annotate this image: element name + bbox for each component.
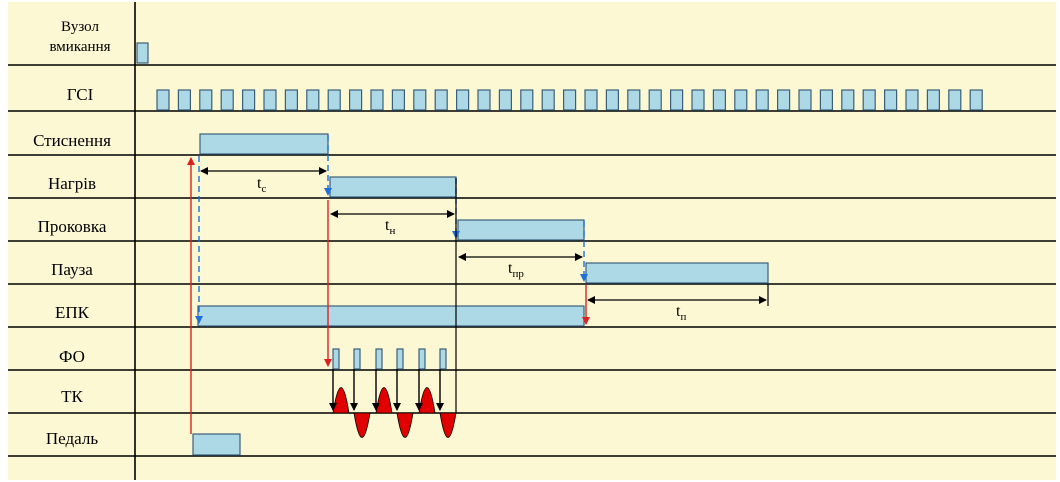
label-gsi: ГСІ <box>67 85 94 104</box>
gsi-pulse <box>434 89 448 111</box>
red-trigger-arrows <box>187 157 590 434</box>
gsi-pulse <box>242 89 256 111</box>
gsi-pulse <box>883 89 898 111</box>
gsi-pulse <box>691 89 705 111</box>
fo-pulse <box>332 348 340 370</box>
label-pedal: Педаль <box>46 429 98 448</box>
gsi-pulse <box>177 89 191 111</box>
interval-label-tpr-sub: пр <box>512 268 524 280</box>
gsi-pulse <box>798 89 812 111</box>
gsi-pulse <box>776 89 791 111</box>
fo-pulse <box>418 348 426 370</box>
tk-wave-positive <box>375 387 393 414</box>
tk-wave-negative <box>396 412 414 438</box>
interval-label-tp: tп <box>676 303 686 323</box>
pulse-epk <box>197 305 585 327</box>
label-stysnennia: Стиснення <box>33 131 111 150</box>
gsi-pulse <box>477 89 491 111</box>
interval-label-tn-sub: н <box>389 225 395 237</box>
fo-pulse <box>375 348 383 370</box>
gsi-pulse <box>456 89 470 111</box>
interval-label-tp-sub: п <box>680 311 686 323</box>
gsi-pulse <box>541 89 555 111</box>
interval-label-tc-sub: с <box>261 183 266 195</box>
tk-current-waves <box>332 387 457 438</box>
interval-label-tc: tс <box>257 175 266 195</box>
gsi-pulse <box>156 89 170 111</box>
label-vuzol-line2: вмикання <box>49 39 110 55</box>
gsi-pulse <box>755 89 769 111</box>
pulse-pedal <box>192 433 241 456</box>
signal-labels: Вузол вмикання ГСІ Стиснення Нагрів Прок… <box>33 19 111 448</box>
gsi-pulse <box>199 89 213 111</box>
tk-wave-negative <box>439 412 457 438</box>
gsi-pulse <box>605 89 620 111</box>
gsi-pulse <box>391 89 405 111</box>
label-nahriv: Нагрів <box>48 174 96 193</box>
gsi-pulse <box>562 89 577 111</box>
gsi-pulse <box>969 89 983 111</box>
gsi-pulse <box>349 89 363 111</box>
label-tk: ТК <box>61 387 83 406</box>
gsi-pulse <box>734 89 748 111</box>
gsi-pulse-train <box>156 89 983 111</box>
interval-label-tpr-main: t <box>508 260 513 277</box>
pulse-stysnennia <box>199 133 329 155</box>
gsi-pulse <box>819 89 834 111</box>
gsi-pulse <box>862 89 876 111</box>
gsi-pulse <box>520 89 534 111</box>
interval-label-tp-main: t <box>676 303 681 320</box>
tk-wave-negative <box>353 412 371 438</box>
label-vuzol-line1: Вузол <box>61 19 99 35</box>
fo-pulse <box>353 348 361 370</box>
gsi-pulse <box>669 89 684 111</box>
tk-wave-positive <box>332 387 350 414</box>
signal-baselines <box>8 64 1056 457</box>
pulse-prokovka <box>457 219 585 241</box>
fo-pulses <box>332 348 447 370</box>
pulse-pauza <box>585 262 769 284</box>
fo-pulse <box>396 348 404 370</box>
label-pauza: Пауза <box>51 260 93 279</box>
label-prokovka: Проковка <box>38 217 107 236</box>
gsi-pulse <box>948 89 962 111</box>
interval-labels: tс tн tпр tп <box>257 175 686 323</box>
gsi-pulse <box>327 89 341 111</box>
pulse-nahriv <box>329 176 457 198</box>
pulse-vuzol <box>136 42 149 64</box>
gsi-pulse <box>841 89 855 111</box>
gsi-pulse <box>905 89 919 111</box>
gsi-pulse <box>220 89 234 111</box>
fo-pulse <box>439 348 447 370</box>
gsi-pulse <box>284 89 298 111</box>
gsi-pulse <box>306 89 320 111</box>
label-fo: ФО <box>59 347 85 366</box>
interval-label-tc-main: t <box>257 175 262 192</box>
tk-wave-positive <box>418 387 436 414</box>
gsi-pulse <box>370 89 384 111</box>
interval-label-tpr: tпр <box>508 260 524 280</box>
label-epk: ЕПК <box>55 303 90 322</box>
fo-to-tk-arrows <box>329 369 444 411</box>
interval-label-tn: tн <box>385 217 395 237</box>
gsi-pulse <box>498 89 512 111</box>
gsi-pulse <box>926 89 941 111</box>
interval-label-tn-main: t <box>385 217 390 234</box>
gsi-pulse <box>648 89 662 111</box>
gsi-pulse <box>712 89 727 111</box>
gsi-pulse <box>584 89 598 111</box>
gsi-pulse <box>627 89 641 111</box>
gsi-pulse <box>263 89 277 111</box>
interval-dimensions <box>200 167 767 304</box>
gsi-pulse <box>413 89 427 111</box>
